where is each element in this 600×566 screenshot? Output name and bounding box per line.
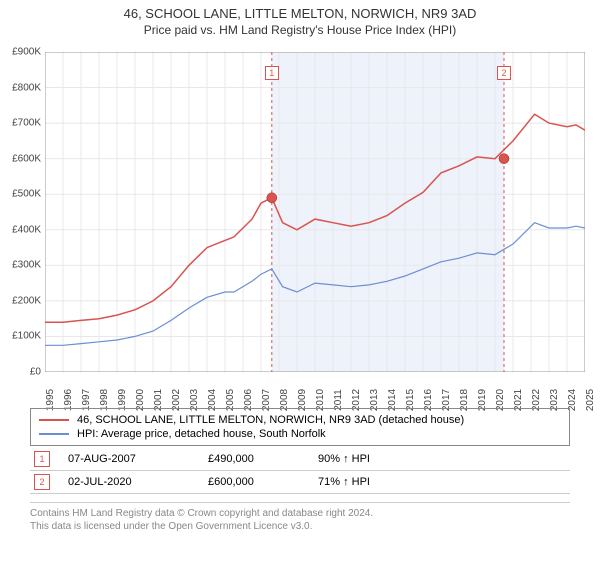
y-axis-label: £400K <box>12 224 41 235</box>
legend-label: HPI: Average price, detached house, Sout… <box>77 428 326 440</box>
y-axis-label: £800K <box>12 82 41 93</box>
footer-line-2: This data is licensed under the Open Gov… <box>30 520 570 533</box>
legend-box: 46, SCHOOL LANE, LITTLE MELTON, NORWICH,… <box>30 408 570 446</box>
y-axis-label: £500K <box>12 189 41 200</box>
chart-svg <box>45 52 585 372</box>
transaction-pct: 90% ↑ HPI <box>318 453 428 465</box>
transaction-marker: 2 <box>497 66 511 80</box>
y-axis-label: £700K <box>12 118 41 129</box>
y-axis-label: £0 <box>30 367 41 378</box>
chart-subtitle: Price paid vs. HM Land Registry's House … <box>0 23 600 37</box>
footer-attribution: Contains HM Land Registry data © Crown c… <box>30 502 570 533</box>
legend-item: HPI: Average price, detached house, Sout… <box>39 427 561 441</box>
transaction-date: 07-AUG-2007 <box>68 453 208 465</box>
transaction-number: 1 <box>34 451 50 467</box>
x-axis-labels: 1995199619971998199920002001200220032004… <box>45 372 585 402</box>
y-axis-label: £300K <box>12 260 41 271</box>
chart-title: 46, SCHOOL LANE, LITTLE MELTON, NORWICH,… <box>0 6 600 21</box>
legend-swatch <box>39 433 69 435</box>
legend-swatch <box>39 419 69 421</box>
transaction-date: 02-JUL-2020 <box>68 476 208 488</box>
footer-line-1: Contains HM Land Registry data © Crown c… <box>30 507 570 520</box>
legend-label: 46, SCHOOL LANE, LITTLE MELTON, NORWICH,… <box>77 414 464 426</box>
y-axis-label: £600K <box>12 153 41 164</box>
transaction-number: 2 <box>34 474 50 490</box>
transaction-row: 1 07-AUG-2007£490,00090% ↑ HPI <box>30 448 570 471</box>
transaction-pct: 71% ↑ HPI <box>318 476 428 488</box>
chart-plot-area: £0£100K£200K£300K£400K£500K£600K£700K£80… <box>45 52 585 372</box>
legend-item: 46, SCHOOL LANE, LITTLE MELTON, NORWICH,… <box>39 413 561 427</box>
transaction-price: £490,000 <box>208 453 318 465</box>
y-axis-label: £200K <box>12 295 41 306</box>
transactions-table: 1 07-AUG-2007£490,00090% ↑ HPI 2 02-JUL-202… <box>30 448 570 494</box>
y-axis-label: £100K <box>12 331 41 342</box>
x-axis-label: 2025 <box>585 389 596 411</box>
transaction-marker: 1 <box>265 66 279 80</box>
transaction-row: 2 02-JUL-2020£600,00071% ↑ HPI <box>30 471 570 494</box>
transaction-price: £600,000 <box>208 476 318 488</box>
y-axis-label: £900K <box>12 47 41 58</box>
